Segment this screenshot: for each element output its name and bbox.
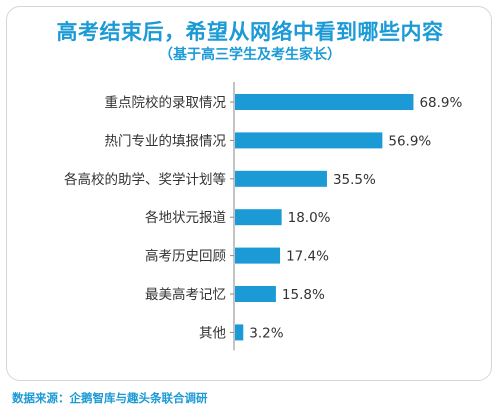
data-label: 3.2% (249, 325, 283, 341)
category-label: 各高校的助学、奖学计划等 (64, 171, 226, 188)
chart-frame (6, 6, 492, 381)
data-source: 数据来源：企鹅智库与趣头条联合调研 (12, 391, 208, 405)
category-label: 各地状元报道 (145, 210, 226, 226)
data-label: 56.9% (388, 133, 431, 149)
category-label: 最美高考记忆 (145, 286, 226, 303)
category-label: 其他 (199, 325, 226, 341)
bar (235, 170, 327, 187)
data-label: 68.9% (419, 95, 462, 111)
bar (235, 286, 276, 302)
bar (235, 209, 282, 226)
bar (235, 132, 383, 149)
chart-title: 高考结束后，希望从网络中看到哪些内容 (56, 20, 444, 44)
category-label: 高考历史回顾 (145, 248, 226, 265)
bar (235, 94, 414, 110)
category-label: 重点院校的录取情况 (105, 94, 227, 111)
data-label: 15.8% (282, 287, 325, 303)
bar (235, 324, 244, 341)
data-label: 35.5% (333, 172, 376, 188)
chart-subtitle: （基于高三学生及考生家长） (159, 47, 341, 63)
category-label: 热门专业的填报情况 (105, 133, 227, 149)
bar (235, 247, 281, 264)
data-label: 17.4% (286, 249, 329, 265)
data-label: 18.0% (288, 210, 331, 226)
